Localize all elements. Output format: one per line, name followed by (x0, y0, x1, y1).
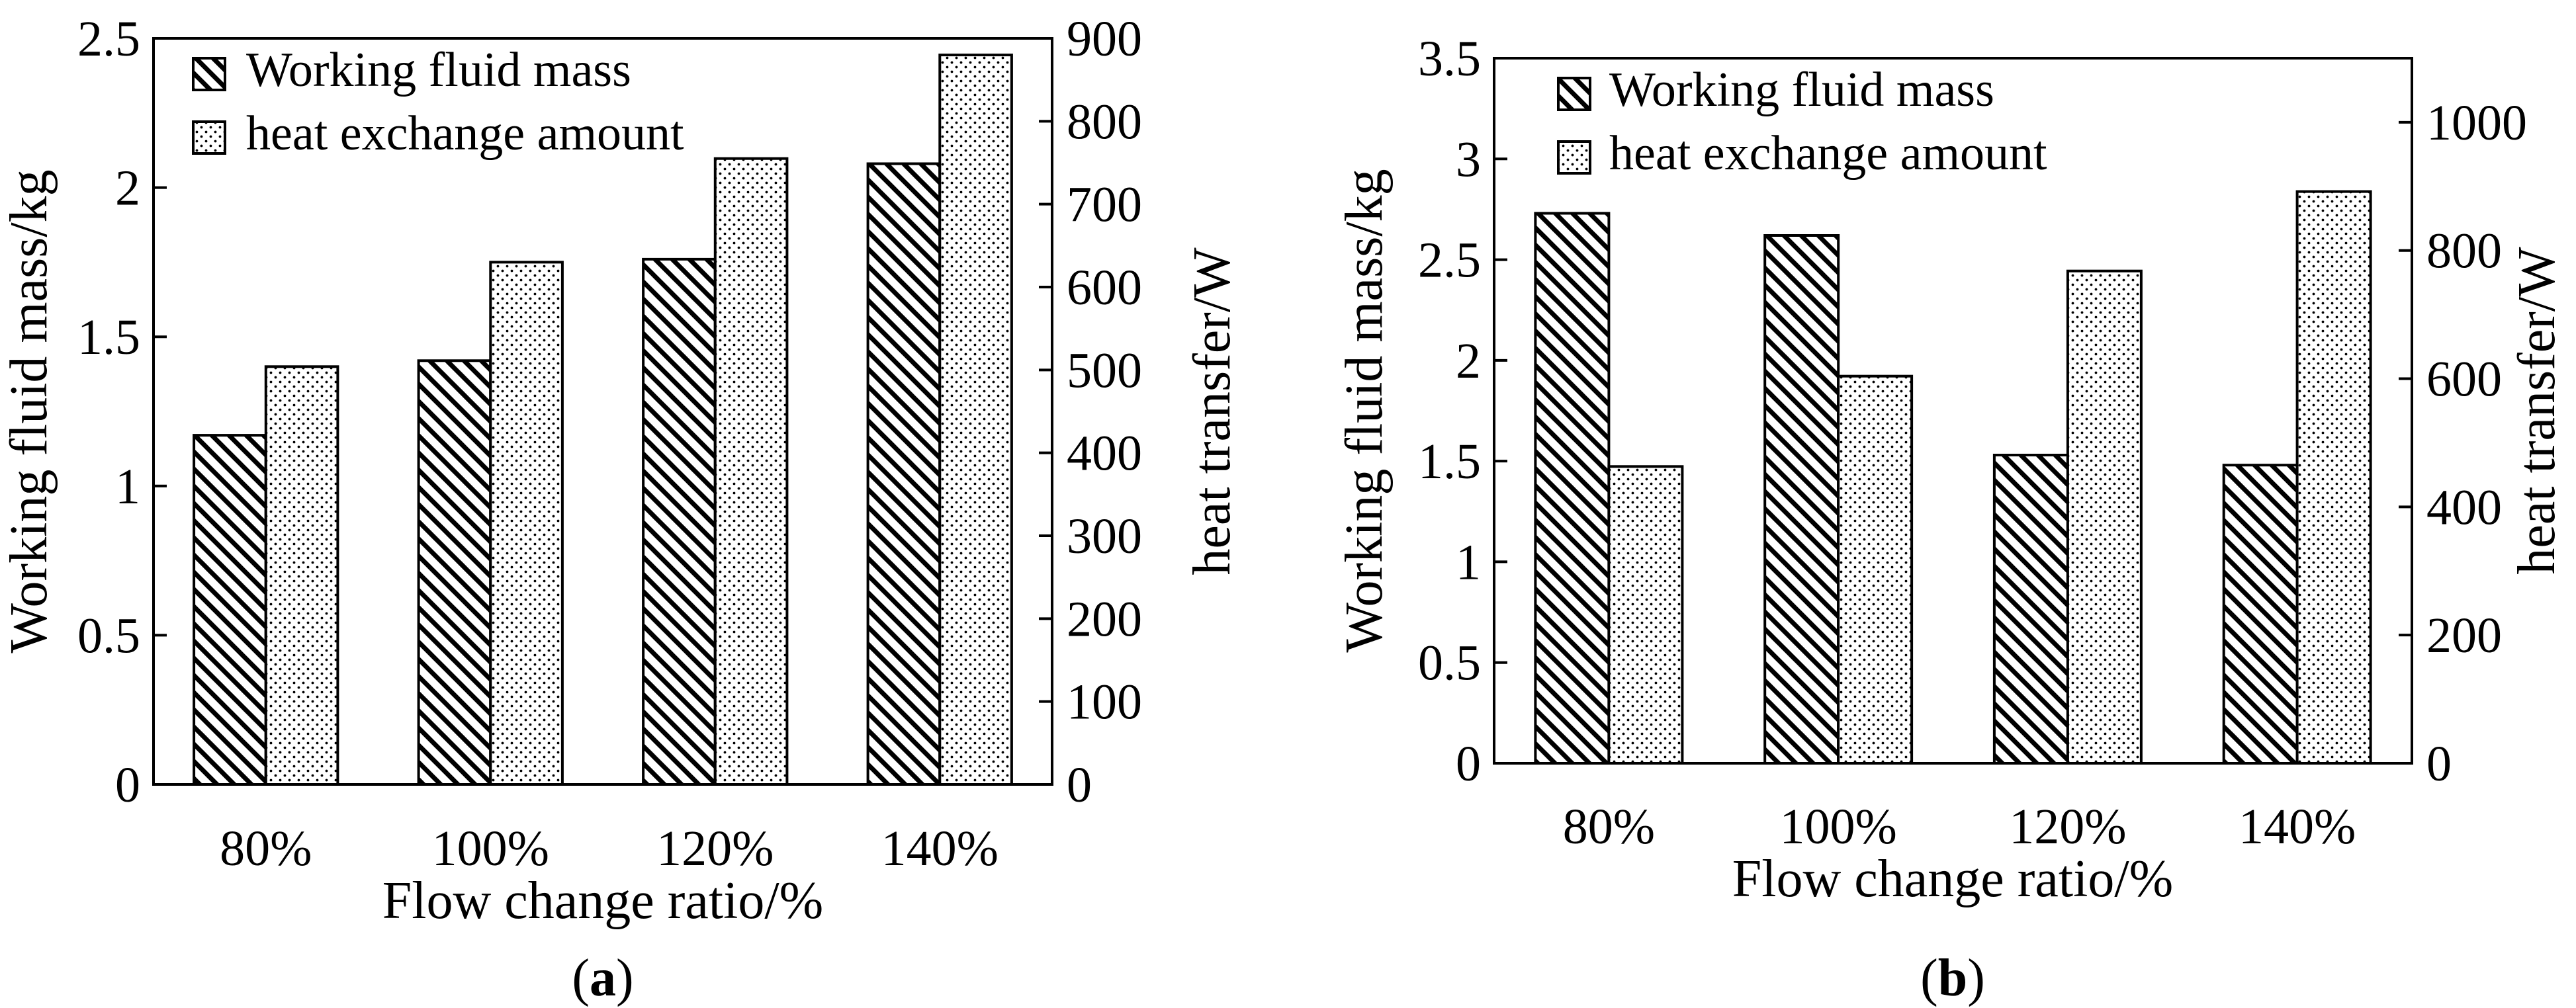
bar-working-fluid-mass-2 (642, 257, 717, 786)
x-tick-label: 100% (432, 821, 549, 876)
y-tick-label: 3 (1456, 132, 1481, 187)
legend: Working fluid mass heat exchange amount (192, 43, 684, 161)
y-tick-label: 2.5 (77, 11, 140, 67)
bars-group (193, 54, 1013, 786)
y2-tick-label: 900 (1067, 11, 1142, 67)
y-tick-label: 2 (115, 161, 140, 216)
legend-label-heat-exchange-amount: heat exchange amount (246, 106, 684, 161)
y-tick-label: 1.5 (1418, 434, 1481, 489)
panel-label-a: (a) (572, 949, 633, 1007)
y2-tick-label: 700 (1067, 177, 1142, 233)
legend-label-working-fluid-mass: Working fluid mass (1609, 63, 1994, 117)
plot-frame (152, 37, 1053, 786)
bar-working-fluid-mass-3 (2222, 464, 2299, 765)
y2-tick-label: 0 (1067, 757, 1092, 813)
x-axis-title: Flow change ratio/% (382, 872, 823, 930)
bar-heat-exchange-amount-3 (2295, 190, 2372, 765)
bar-working-fluid-mass-3 (866, 162, 942, 786)
bar-heat-exchange-amount-2 (713, 157, 789, 786)
legend-swatch-heat-exchange-amount (1557, 140, 1591, 175)
y2-tick-label: 600 (1067, 260, 1142, 315)
y2-tick-label: 300 (1067, 509, 1142, 564)
y2-axis-title: heat transfer/W (2508, 247, 2566, 575)
panel-label-letter: a (590, 949, 616, 1007)
x-tick-label: 80% (220, 821, 312, 876)
y-axis-title: Working fluid mass/kg (1335, 169, 1394, 652)
y2-tick-label: 800 (2426, 224, 2502, 279)
y2-tick-label: 500 (1067, 343, 1142, 398)
y-tick-label: 2 (1456, 333, 1481, 389)
plot-frame (1493, 57, 2413, 765)
panel-label-b: (b) (1920, 949, 1985, 1007)
y2-axis-title: heat transfer/W (1183, 247, 1241, 575)
legend-label-heat-exchange-amount: heat exchange amount (1609, 126, 2047, 181)
x-tick-label: 120% (656, 821, 774, 876)
bar-heat-exchange-amount-0 (1607, 465, 1684, 765)
bar-heat-exchange-amount-3 (938, 54, 1013, 786)
bar-working-fluid-mass-2 (1992, 454, 2069, 765)
bar-heat-exchange-amount-1 (1837, 374, 1914, 765)
legend-swatch-working-fluid-mass (192, 57, 226, 91)
chart-panel-a: 80% 100% 120% 140% 0 0.5 1 1.5 2 2.5 0 100 200 300 400… (0, 11, 1241, 1007)
x-tick-label: 140% (2239, 799, 2356, 855)
x-tick-label: 100% (1779, 799, 1896, 855)
y-tick-label: 2.5 (1418, 233, 1481, 288)
y2-tick-label: 200 (1067, 591, 1142, 647)
y2-tick-label: 400 (2426, 480, 2502, 535)
y2-tick-label: 400 (1067, 426, 1142, 482)
panel-label-letter: b (1938, 949, 1968, 1007)
x-axis-title: Flow change ratio/% (1732, 850, 2173, 908)
bars-group (1534, 190, 2372, 765)
y-tick-label: 1 (1456, 534, 1481, 590)
legend-swatch-heat-exchange-amount (192, 120, 226, 155)
chart-panel-b: 80% 100% 120% 140% 0 0.5 1 1.5 2 2.5 3 3.5 0 200 400 60… (1335, 31, 2566, 1007)
bar-working-fluid-mass-1 (1763, 234, 1840, 765)
bar-working-fluid-mass-0 (1534, 212, 1611, 765)
legend-label-working-fluid-mass: Working fluid mass (246, 43, 631, 97)
x-tick-label: 120% (2009, 799, 2126, 855)
y2-tick-label: 800 (1067, 94, 1142, 149)
legend: Working fluid mass heat exchange amount (1557, 63, 2047, 181)
ticks-group: 80% 100% 120% 140% 0 0.5 1 1.5 2 2.5 3 3.5 0 200 400 60… (1418, 31, 2527, 855)
y-tick-label: 3.5 (1418, 31, 1481, 87)
y-tick-label: 0 (1456, 736, 1481, 792)
y-tick-label: 1.5 (77, 310, 140, 365)
bar-working-fluid-mass-1 (417, 359, 492, 786)
bar-heat-exchange-amount-1 (489, 261, 564, 786)
y2-tick-label: 200 (2426, 608, 2502, 663)
legend-swatch-working-fluid-mass (1557, 77, 1591, 111)
y2-tick-label: 600 (2426, 352, 2502, 407)
bar-working-fluid-mass-0 (193, 434, 267, 786)
y-tick-label: 0.5 (77, 608, 140, 663)
bar-heat-exchange-amount-2 (2066, 269, 2143, 765)
y2-tick-label: 0 (2426, 736, 2452, 792)
ticks-group: 80% 100% 120% 140% 0 0.5 1 1.5 2 2.5 0 100 200 300 400… (77, 11, 1142, 876)
y2-tick-label: 1000 (2426, 95, 2527, 151)
bar-heat-exchange-amount-0 (264, 365, 339, 786)
y-tick-label: 0.5 (1418, 636, 1481, 691)
y2-tick-label: 100 (1067, 675, 1142, 730)
x-tick-label: 80% (1563, 799, 1655, 855)
y-tick-label: 1 (115, 459, 140, 515)
y-axis-title: Working fluid mass/kg (0, 169, 58, 653)
y-tick-label: 0 (115, 757, 140, 813)
x-tick-label: 140% (881, 821, 999, 876)
